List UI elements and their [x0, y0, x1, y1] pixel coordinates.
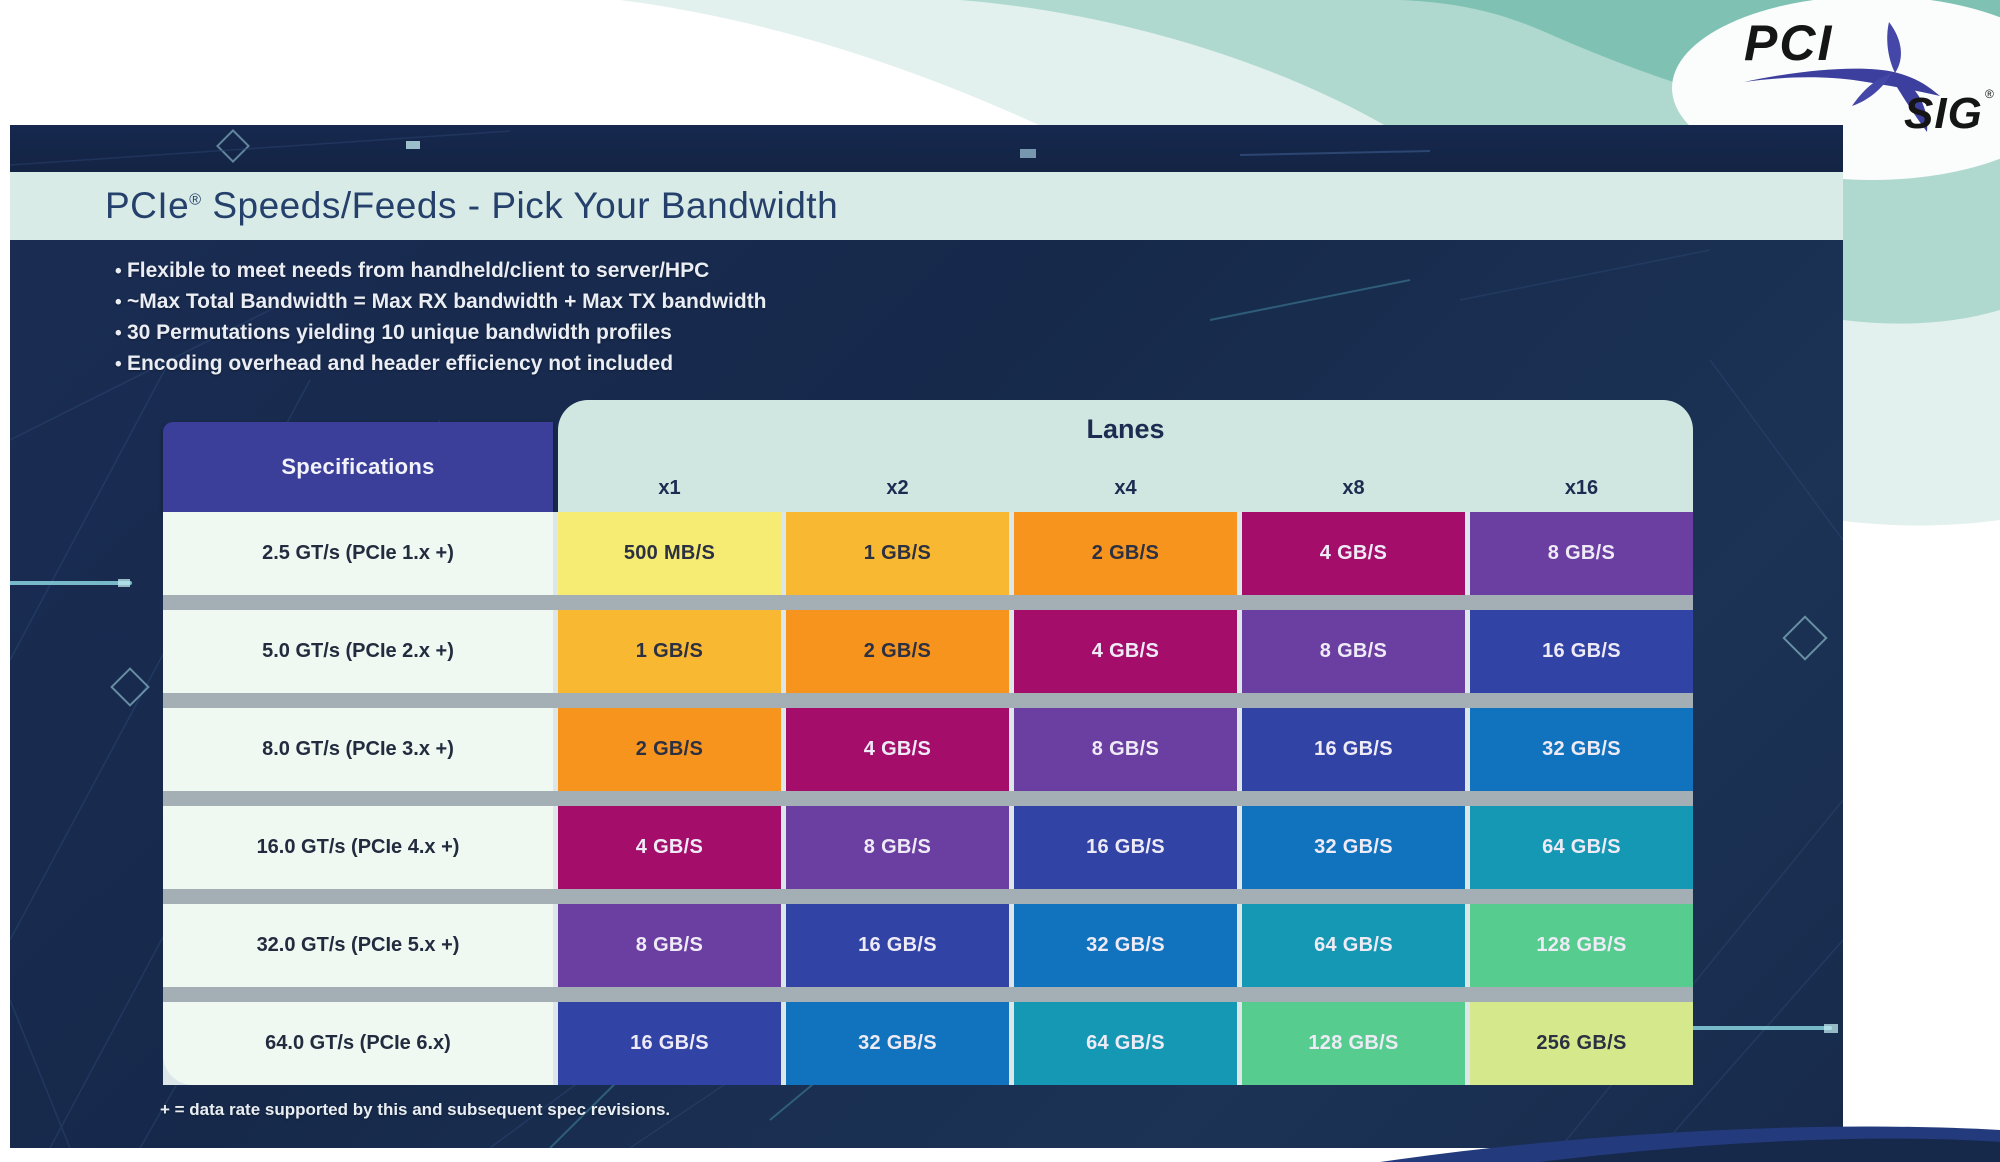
bandwidth-cell: 8 GB/S	[1014, 708, 1237, 791]
logo-leaf-top-icon	[1887, 22, 1901, 73]
spec-cell: 8.0 GT/s (PCIe 3.x +)	[163, 708, 553, 791]
pci-sig-logo: PCI SIG ®	[1742, 14, 1998, 138]
spec-cell: 32.0 GT/s (PCIe 5.x +)	[163, 904, 553, 987]
lanes-header-label: Lanes	[1086, 414, 1165, 444]
row-separator	[163, 987, 1693, 1002]
title-product: PCIe	[105, 185, 190, 226]
row-separator	[163, 595, 1693, 610]
logo-sig-text: SIG	[1904, 89, 1983, 138]
row-separator	[163, 889, 1693, 904]
bandwidth-cell: 32 GB/S	[1470, 708, 1693, 791]
lane-column-labels: x1 x2 x4 x8 x16	[558, 477, 1693, 500]
lane-column-label: x4	[1114, 477, 1137, 499]
table-row: 32.0 GT/s (PCIe 5.x +) 8 GB/S 16 GB/S 32 GB…	[163, 904, 1693, 987]
table-row: 16.0 GT/s (PCIe 4.x +) 4 GB/S 8 GB/S 16 GB/…	[163, 806, 1693, 889]
lane-column-label: x16	[1564, 477, 1599, 499]
top-band-circuit-decoration	[10, 129, 1431, 166]
bandwidth-cell: 64 GB/S	[1014, 1002, 1237, 1085]
bullet-item: Encoding overhead and header efficiency …	[115, 349, 767, 380]
logo-ribbon-icon	[1744, 68, 1940, 96]
footnote: + = data rate supported by this and subs…	[160, 1100, 671, 1119]
table-row: 64.0 GT/s (PCIe 6.x) 16 GB/S 32 GB/S 64 GB/…	[163, 1002, 1693, 1085]
logo-registered-mark: ®	[1985, 87, 1994, 101]
lane-column-label: x8	[1342, 477, 1365, 499]
pci-sig-logo-graphic: PCI SIG ®	[1744, 15, 1994, 138]
lane-column-label: x1	[658, 477, 681, 499]
navy-swoosh-decoration	[1380, 1126, 2000, 1162]
logo-leaf-left-icon	[1852, 73, 1892, 106]
bandwidth-cell: 128 GB/S	[1470, 904, 1693, 987]
bandwidth-cell: 4 GB/S	[786, 708, 1009, 791]
bandwidth-cell: 500 MB/S	[558, 512, 781, 595]
bandwidth-cell: 32 GB/S	[1014, 904, 1237, 987]
bandwidth-cell: 8 GB/S	[786, 806, 1009, 889]
bullet-item: Flexible to meet needs from handheld/cli…	[115, 256, 767, 287]
title-rest: Speeds/Feeds - Pick Your Bandwidth	[201, 185, 839, 226]
bandwidth-cell: 8 GB/S	[1242, 610, 1465, 693]
bandwidth-cell: 4 GB/S	[1242, 512, 1465, 595]
logo-pci-text: PCI	[1744, 15, 1833, 71]
bandwidth-cell: 128 GB/S	[1242, 1002, 1465, 1085]
table-row: 5.0 GT/s (PCIe 2.x +) 1 GB/S 2 GB/S 4 GB/S 8…	[163, 610, 1693, 693]
logo-tail-icon	[1892, 75, 1928, 132]
bandwidth-cell: 8 GB/S	[558, 904, 781, 987]
bandwidth-cell: 2 GB/S	[786, 610, 1009, 693]
bandwidth-cell: 2 GB/S	[558, 708, 781, 791]
bandwidth-cell: 8 GB/S	[1470, 512, 1693, 595]
bandwidth-cell: 16 GB/S	[1242, 708, 1465, 791]
bandwidth-cell: 2 GB/S	[1014, 512, 1237, 595]
slide: PCIe® Speeds/Feeds - Pick Your Bandwidth	[10, 125, 1843, 1148]
row-separator	[163, 693, 1693, 708]
bandwidth-cell: 4 GB/S	[1014, 610, 1237, 693]
bandwidth-cell: 32 GB/S	[1242, 806, 1465, 889]
spec-cell: 64.0 GT/s (PCIe 6.x)	[163, 1002, 553, 1085]
bandwidth-cell: 64 GB/S	[1242, 904, 1465, 987]
bandwidth-cell: 16 GB/S	[786, 904, 1009, 987]
table-row: 8.0 GT/s (PCIe 3.x +) 2 GB/S 4 GB/S 8 GB/S 1…	[163, 708, 1693, 791]
bullet-item: 30 Permutations yielding 10 unique bandw…	[115, 318, 767, 349]
table-row: 2.5 GT/s (PCIe 1.x +) 500 MB/S 1 GB/S 2 GB/…	[163, 512, 1693, 595]
bullet-item: ~Max Total Bandwidth = Max RX bandwidth …	[115, 287, 767, 318]
bandwidth-cell: 16 GB/S	[1014, 806, 1237, 889]
bandwidth-cell: 32 GB/S	[786, 1002, 1009, 1085]
bandwidth-cell: 4 GB/S	[558, 806, 781, 889]
bandwidth-cell: 1 GB/S	[786, 512, 1009, 595]
spec-cell: 5.0 GT/s (PCIe 2.x +)	[163, 610, 553, 693]
bullet-list: Flexible to meet needs from handheld/cli…	[115, 256, 767, 380]
title-registered-mark: ®	[189, 191, 202, 209]
bandwidth-cell: 16 GB/S	[1470, 610, 1693, 693]
spec-cell: 16.0 GT/s (PCIe 4.x +)	[163, 806, 553, 889]
lanes-header: Lanes x1 x2 x4 x8 x16	[558, 400, 1693, 512]
bandwidth-cell: 16 GB/S	[558, 1002, 781, 1085]
specifications-header: Specifications	[163, 422, 553, 512]
slide-title: PCIe® Speeds/Feeds - Pick Your Bandwidth	[105, 185, 838, 227]
bandwidth-cell: 256 GB/S	[1470, 1002, 1693, 1085]
title-band: PCIe® Speeds/Feeds - Pick Your Bandwidth	[10, 172, 1843, 240]
spec-cell: 2.5 GT/s (PCIe 1.x +)	[163, 512, 553, 595]
bandwidth-cell: 1 GB/S	[558, 610, 781, 693]
table-rows: 2.5 GT/s (PCIe 1.x +) 500 MB/S 1 GB/S 2 GB/…	[163, 512, 1693, 1085]
slide-content: Flexible to meet needs from handheld/cli…	[10, 240, 1843, 1148]
bandwidth-table: Lanes x1 x2 x4 x8 x16 Specifications 2.5 GT/…	[163, 400, 1693, 1085]
lane-column-label: x2	[886, 477, 909, 499]
bandwidth-cell: 64 GB/S	[1470, 806, 1693, 889]
top-navy-band	[10, 125, 1843, 172]
row-separator	[163, 791, 1693, 806]
